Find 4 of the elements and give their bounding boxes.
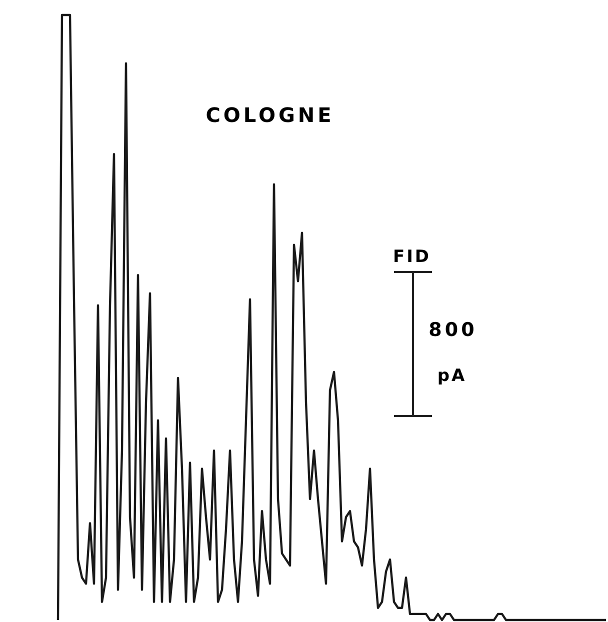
annotation: pA [437, 366, 467, 386]
annotation: 800 [428, 319, 478, 341]
annotation: FID [392, 247, 432, 267]
text: COLOGNE [206, 103, 334, 127]
